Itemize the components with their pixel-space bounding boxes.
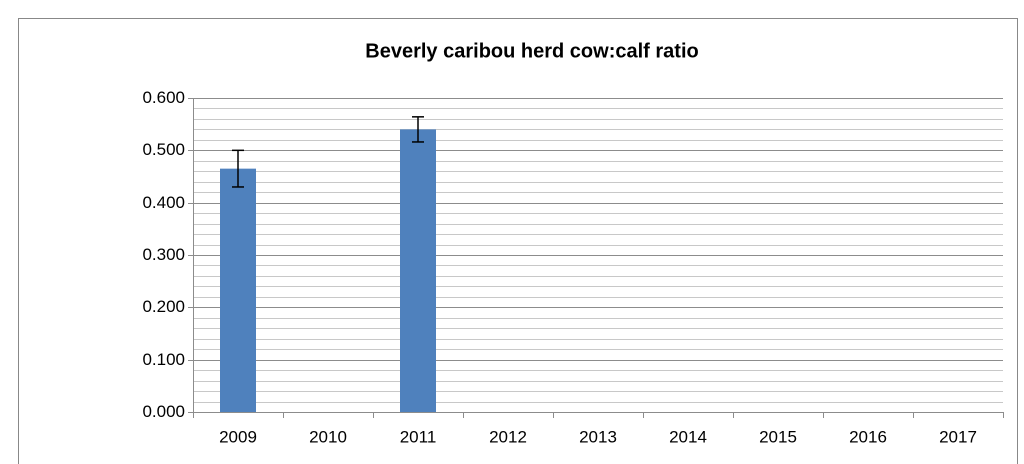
- y-tick-label: 0.400: [142, 193, 185, 212]
- bar: [400, 129, 436, 412]
- x-tick-label: 2012: [489, 427, 527, 446]
- chart-border: [18, 18, 1018, 464]
- y-tick-label: 0.000: [142, 402, 185, 421]
- y-tick-label: 0.200: [142, 297, 185, 316]
- x-tick-label: 2010: [309, 427, 347, 446]
- y-tick-label: 0.100: [142, 350, 185, 369]
- x-tick-label: 2017: [939, 427, 977, 446]
- x-tick-label: 2011: [400, 427, 437, 446]
- x-tick-label: 2009: [219, 427, 257, 446]
- x-tick-label: 2015: [759, 427, 797, 446]
- y-tick-label: 0.300: [142, 245, 185, 264]
- y-tick-label: 0.600: [142, 88, 185, 107]
- chart-title: Beverly caribou herd cow:calf ratio: [365, 40, 698, 62]
- x-tick-label: 2016: [849, 427, 887, 446]
- bar: [220, 168, 256, 412]
- y-tick-label: 0.500: [142, 140, 185, 159]
- x-tick-label: 2013: [579, 427, 617, 446]
- x-tick-label: 2014: [669, 427, 707, 446]
